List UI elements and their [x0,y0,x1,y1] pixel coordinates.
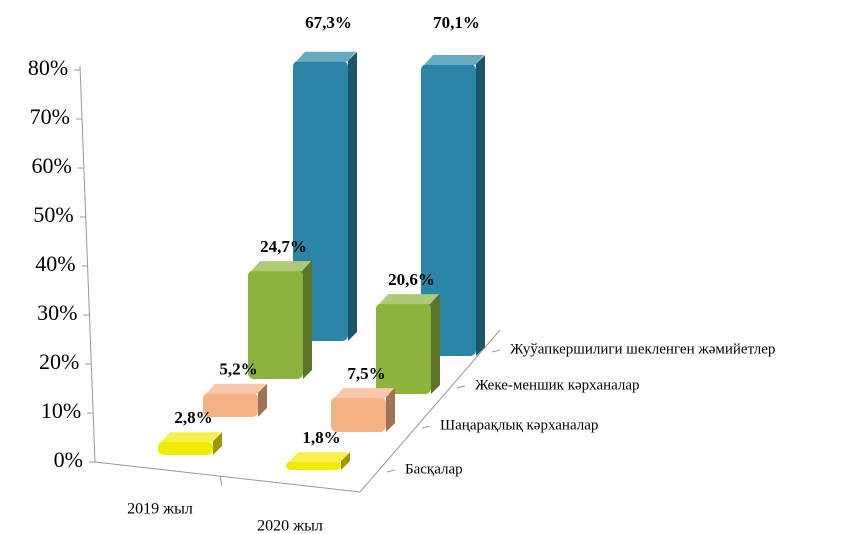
data-label: 5,2% [219,360,257,379]
y-tick-label: 40% [35,251,75,276]
y-tick-label: 0% [54,447,83,472]
bar-top [289,452,349,463]
bar [376,303,431,394]
bar-top [206,383,266,394]
bar [421,64,476,356]
bar [248,270,303,379]
data-label: 20,6% [388,270,435,289]
bar [286,461,341,470]
bar-side [303,261,312,379]
bar-side [476,55,485,356]
data-label: 7,5% [347,364,385,383]
data-label: 67,3% [305,13,352,32]
data-label: 1,8% [302,428,340,447]
bar-top [334,388,394,399]
y-tick-label: 60% [32,153,72,178]
y-tick-label: 20% [39,349,79,374]
depth-tick [386,469,396,473]
bar-side [341,452,350,470]
floor-side [359,329,501,493]
data-label: 24,7% [260,237,307,256]
bar-top [424,55,484,66]
bar-top [296,51,356,62]
data-label: 70,1% [433,13,480,32]
legend-label: Жеке-меншик кәрханалар [475,377,640,393]
bar-side [258,383,267,417]
data-label: 2,8% [174,408,212,427]
bar-top [379,294,439,305]
floor-front [94,461,361,493]
floor-tick [219,475,223,487]
bar-side [431,294,440,394]
depth-tick [421,425,431,429]
legend-label: Басқалар [405,461,463,477]
y-tick-label: 30% [37,300,77,325]
bar-side [386,388,395,432]
bar-top [251,261,311,272]
y-tick-label: 50% [33,202,73,227]
depth-tick [456,385,466,389]
bar [203,392,258,417]
bar-side [348,51,357,342]
bar-side [213,432,222,455]
y-tick-label: 10% [41,398,81,423]
legend-label: Жуўапкершилиги шекленген жәмийетлер [510,341,775,357]
x-tick-label: 2019 жыл [127,501,193,518]
legend-label: Шаңарақлық кәрханалар [440,417,598,433]
depth-tick [491,349,501,353]
bar-top [161,432,221,443]
y-axis [79,65,96,463]
y-tick-label: 70% [30,104,70,129]
bar [158,441,213,455]
y-tick-label: 80% [28,55,68,80]
x-tick-label: 2020 жыл [257,518,323,534]
bar [331,397,386,432]
